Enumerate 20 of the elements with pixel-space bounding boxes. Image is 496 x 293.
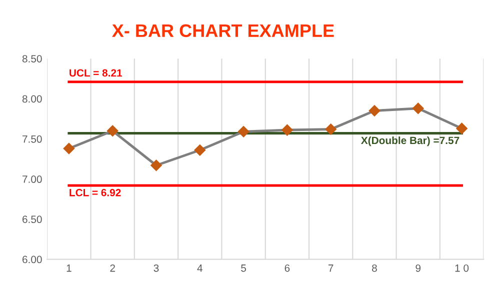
x-tick-label: 5	[241, 264, 246, 272]
x-tick-label: 8	[372, 264, 377, 272]
x-tick-label: 1	[66, 264, 72, 272]
ref-line-label: UCL = 8.21	[70, 69, 122, 77]
x-tick-label: 3	[154, 264, 159, 272]
y-tick-label: 7.50	[22, 135, 42, 143]
x-tick-label: 9	[416, 264, 421, 272]
chart-title: X- BAR CHART EXAMPLE	[112, 24, 334, 38]
y-tick-label: 6.50	[22, 216, 42, 224]
x-tick-label: 7	[328, 264, 334, 272]
x-tick-label: 1 0	[455, 264, 469, 272]
y-tick-label: 6.00	[22, 256, 42, 264]
ref-line-label: X(Double Bar) =7.57	[360, 136, 460, 146]
y-tick-label: 7.00	[22, 176, 42, 183]
ref-line-label: LCL = 6.92	[70, 188, 121, 196]
y-tick-label: 8.50	[22, 55, 42, 62]
x-tick-label: 6	[284, 264, 290, 272]
y-tick-label: 8.00	[22, 95, 42, 103]
x-tick-label: 2	[110, 264, 115, 272]
x-tick-label: 4	[197, 264, 202, 272]
